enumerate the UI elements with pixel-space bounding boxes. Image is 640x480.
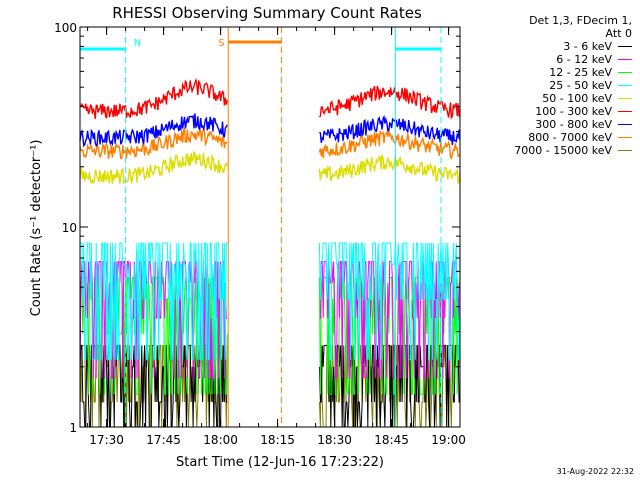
series-line-100-300kev (79, 77, 461, 120)
legend-label: 6 - 12 keV (556, 53, 612, 66)
legend-label: 25 - 50 keV (549, 79, 612, 92)
legend-item: 12 - 25 keV (452, 66, 632, 79)
legend-swatch (618, 111, 632, 112)
legend-swatch (618, 124, 632, 125)
axes: 1 10 100 17:30 17:45 18:00 18:15 18:30 18:45 19:0… (54, 21, 466, 447)
legend-label: 300 - 800 keV (535, 118, 612, 131)
annotation-label-n: N (134, 38, 141, 49)
legend-label: 3 - 6 keV (563, 40, 612, 53)
legend-label: 7000 - 15000 keV (514, 144, 612, 157)
legend-swatch (618, 85, 632, 86)
legend: Det 1,3, FDecim 1, Att 0 3 - 6 keV 6 - 12… (452, 14, 632, 157)
series-line-3-6kev (79, 344, 460, 428)
x-tick-label-18:00: 18:00 (203, 433, 238, 447)
series-line-25-50kev (80, 242, 461, 361)
legend-item: 300 - 800 keV (452, 118, 632, 131)
series-line-50-100kev (79, 151, 461, 185)
x-tick-label-18:15: 18:15 (260, 433, 295, 447)
x-axis-label: Start Time (12-Jun-16 17:23:22) (176, 455, 384, 470)
legend-item: 100 - 300 keV (452, 105, 632, 118)
legend-swatch (618, 137, 632, 138)
x-tick-label-17:45: 17:45 (146, 433, 181, 447)
legend-swatch (618, 150, 632, 151)
legend-header-line-2: Att 0 (605, 27, 632, 40)
timestamp: 31-Aug-2022 22:32 (556, 467, 634, 476)
y-tick-label-1: 1 (69, 421, 77, 435)
legend-entries: 3 - 6 keV 6 - 12 keV 12 - 25 keV 25 - 50 ke… (452, 40, 632, 157)
y-tick-label-10: 10 (62, 221, 77, 235)
x-tick-label-18:45: 18:45 (374, 433, 409, 447)
legend-item: 25 - 50 keV (452, 79, 632, 92)
series-line-300-800kev (79, 113, 461, 148)
legend-label: 12 - 25 keV (549, 66, 612, 79)
y-axis-label: Count Rate (s⁻¹ detector⁻¹) (29, 140, 44, 317)
legend-swatch (618, 98, 632, 99)
legend-item: 3 - 6 keV (452, 40, 632, 53)
legend-item: 50 - 100 keV (452, 92, 632, 105)
x-tick-label-19:00: 19:00 (431, 433, 466, 447)
legend-item: 6 - 12 keV (452, 53, 632, 66)
x-tick-label-17:30: 17:30 (89, 433, 124, 447)
legend-swatch (618, 59, 632, 60)
chart-title: RHESSI Observing Summary Count Rates (112, 4, 422, 22)
legend-label: 50 - 100 keV (542, 92, 612, 105)
legend-item: 800 - 7000 keV (452, 131, 632, 144)
legend-item: 7000 - 15000 keV (452, 144, 632, 157)
legend-label: 800 - 7000 keV (528, 131, 612, 144)
annotation-label-s: S (218, 38, 224, 49)
legend-label: 100 - 300 keV (535, 105, 612, 118)
x-tick-label-18:30: 18:30 (317, 433, 352, 447)
y-tick-label-100: 100 (54, 21, 77, 35)
series-line-800-7000kev (79, 126, 461, 160)
legend-header-line-1: Det 1,3, FDecim 1, (529, 14, 632, 27)
legend-swatch (618, 46, 632, 47)
legend-swatch (618, 72, 632, 73)
